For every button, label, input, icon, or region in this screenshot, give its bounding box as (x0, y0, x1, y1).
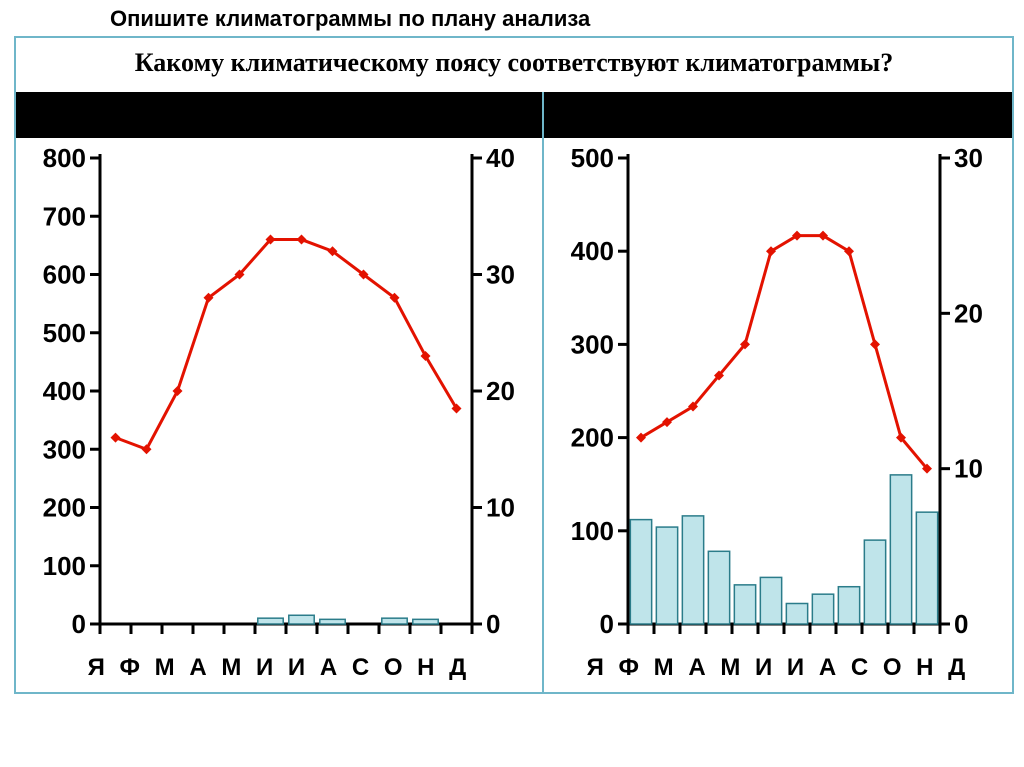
svg-text:40: 40 (486, 143, 515, 173)
svg-text:30: 30 (486, 260, 515, 290)
svg-text:30: 30 (954, 143, 983, 173)
svg-text:20: 20 (486, 376, 515, 406)
black-band-left (16, 92, 542, 138)
panel-left: 0 100 200 300 400 500 600 700 800 0 10 20 30 40 Я Ф М… (16, 92, 544, 692)
month-axis-right: Я Ф М А М И И А С О Н Д (544, 648, 1012, 682)
chart-right: 0 100 200 300 400 500 0 10 20 30 (544, 138, 1012, 648)
svg-text:0: 0 (486, 609, 500, 638)
chart-panels: 0100200300400500600700800010203040 Я Ф М… (16, 92, 1012, 692)
svg-text:0: 0 (954, 609, 968, 638)
month-axis-left: Я Ф М А М И И А С О Н Д (16, 648, 542, 682)
svg-text:0: 0 (72, 609, 86, 638)
svg-text:0: 0 (599, 609, 613, 638)
svg-text:200: 200 (570, 423, 613, 453)
svg-text:300: 300 (43, 434, 86, 464)
black-band-right (544, 92, 1012, 138)
svg-text:500: 500 (43, 318, 86, 348)
svg-text:200: 200 (43, 493, 86, 523)
svg-text:100: 100 (570, 516, 613, 546)
svg-text:20: 20 (954, 298, 983, 328)
svg-text:100: 100 (43, 551, 86, 581)
svg-text:700: 700 (43, 201, 86, 231)
svg-text:10: 10 (486, 493, 515, 523)
page-title: Опишите климатограммы по плану анализа (0, 0, 1024, 36)
svg-text:600: 600 (43, 260, 86, 290)
question-text: Какому климатическому поясу соответствую… (16, 38, 1012, 92)
chart-left: 0 100 200 300 400 500 600 700 800 0 10 20 30 40 (16, 138, 542, 648)
svg-text:800: 800 (43, 143, 86, 173)
svg-text:10: 10 (954, 454, 983, 484)
svg-text:400: 400 (43, 376, 86, 406)
svg-text:300: 300 (570, 329, 613, 359)
content-frame: Какому климатическому поясу соответствую… (14, 36, 1014, 694)
svg-text:500: 500 (570, 143, 613, 173)
panel-right: 0 100 200 300 400 500 0 10 20 30 Я Ф М А М И И А … (544, 92, 1012, 692)
svg-text:400: 400 (570, 236, 613, 266)
